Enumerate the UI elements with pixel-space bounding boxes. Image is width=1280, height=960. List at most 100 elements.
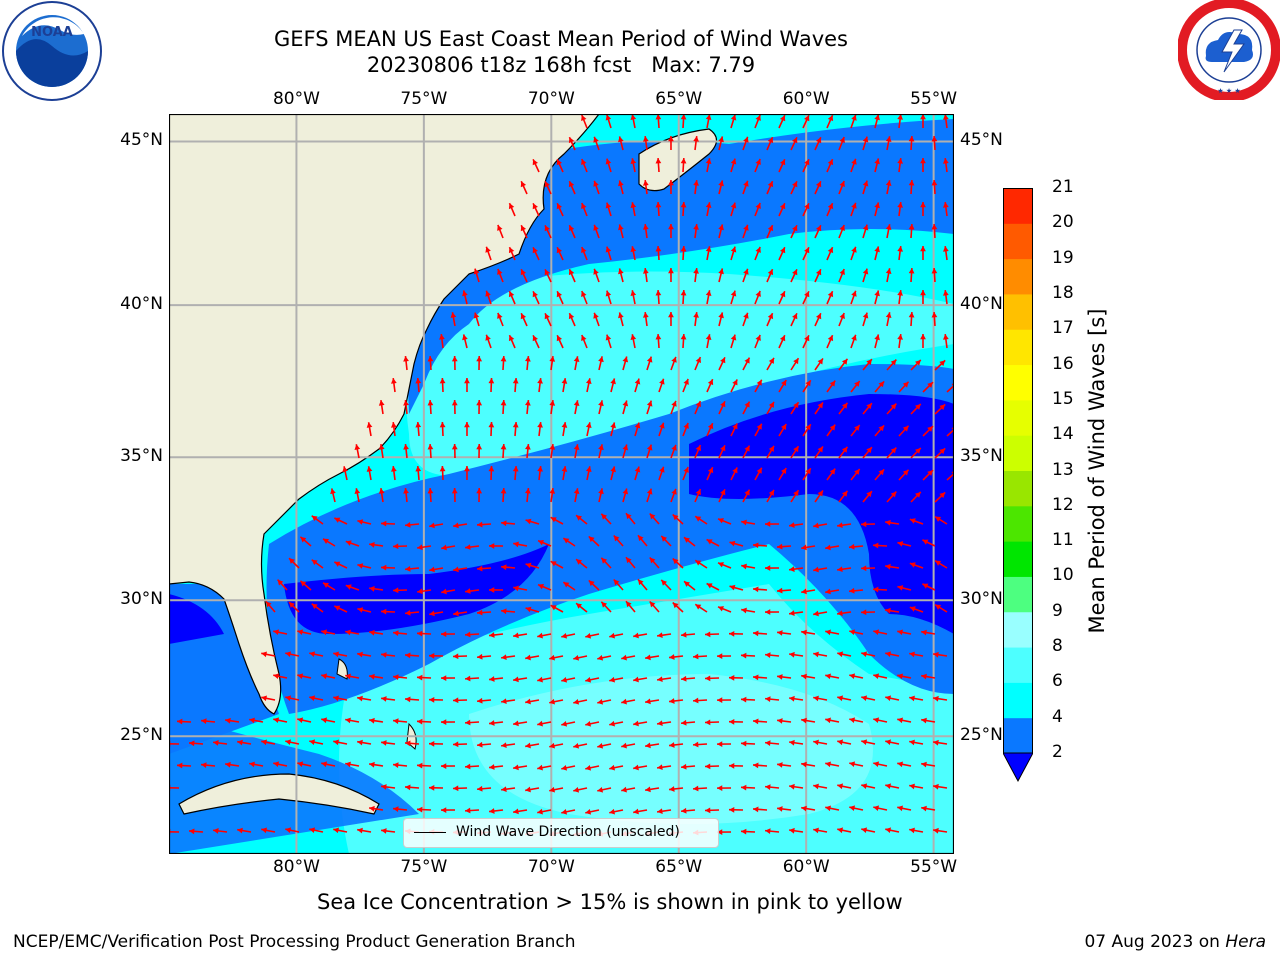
- wave-direction-arrowhead: [861, 827, 868, 833]
- wave-direction-arrowhead: [732, 423, 738, 430]
- wave-direction-arrowhead: [550, 605, 557, 611]
- wave-direction-arrowhead: [465, 719, 471, 726]
- wave-direction-arrowhead: [805, 468, 811, 475]
- wave-direction-arrowhead: [744, 357, 750, 364]
- wave-direction-arrowhead: [225, 717, 231, 724]
- wave-direction-arrowhead: [588, 536, 595, 543]
- wave-direction-arrowhead: [593, 136, 599, 143]
- wave-direction-arrowhead: [789, 610, 795, 616]
- wave-direction-arrowhead: [393, 718, 399, 724]
- wave-direction-arrowhead: [921, 673, 927, 680]
- wave-direction-arrowhead: [261, 739, 267, 746]
- wave-direction-arrowhead: [908, 180, 915, 186]
- wave-direction-arrowhead: [813, 783, 819, 790]
- wave-direction-arrowhead: [789, 783, 795, 790]
- wave-direction-arrowhead: [561, 808, 568, 815]
- colorbar-tick-label: 15: [1052, 388, 1074, 409]
- wave-direction-arrowhead: [550, 517, 557, 523]
- wave-direction-arrowhead: [693, 180, 699, 186]
- wave-direction-arrowhead: [261, 827, 267, 834]
- wave-direction-arrowhead: [755, 202, 761, 209]
- wave-direction-arrowhead: [730, 158, 737, 165]
- wave-direction-arrowhead: [801, 673, 807, 680]
- wave-direction-arrowhead: [717, 829, 723, 835]
- colorbar-segment: [1003, 329, 1033, 366]
- wave-direction-arrowhead: [597, 654, 604, 661]
- wave-direction-arrowhead: [705, 202, 712, 208]
- wave-direction-arrowhead: [568, 137, 575, 144]
- wave-direction-arrowhead: [585, 676, 592, 683]
- wave-direction-arrowhead: [707, 467, 714, 474]
- wave-direction-arrowhead: [450, 312, 457, 318]
- wave-direction-arrowhead: [672, 558, 679, 565]
- wave-direction-arrowhead: [581, 203, 587, 209]
- wave-direction-arrowhead: [718, 180, 724, 187]
- wave-direction-arrowhead: [921, 717, 927, 724]
- legend-line-sample: [414, 832, 446, 833]
- wave-direction-arrowhead: [837, 739, 844, 746]
- wave-direction-arrowhead: [462, 290, 468, 297]
- wave-direction-arrowhead: [765, 828, 771, 834]
- wave-direction-arrowhead: [501, 742, 507, 749]
- wave-direction-arrowhead: [573, 400, 580, 406]
- lon-tick-top: 70°W: [527, 89, 575, 109]
- wave-direction-arrowhead: [622, 400, 629, 407]
- wave-direction-arrowhead: [655, 114, 662, 120]
- wave-direction-arrowhead: [943, 246, 949, 252]
- wave-direction-arrowhead: [633, 764, 639, 771]
- wave-direction-arrowhead: [297, 761, 304, 767]
- wave-direction-arrowhead: [622, 488, 629, 495]
- lat-tick-right: 45°N: [960, 130, 1003, 151]
- wave-direction-arrowhead: [792, 225, 798, 232]
- wave-direction-arrowhead: [851, 334, 857, 341]
- plot-title: GEFS MEAN US East Coast Mean Period of W…: [245, 26, 877, 78]
- wave-direction-arrowhead: [520, 181, 527, 188]
- noaa-logo: NOAA: [2, 1, 102, 101]
- wave-direction-arrowhead: [839, 180, 845, 187]
- sea-ice-note: Sea Ice Concentration > 15% is shown in …: [317, 890, 903, 914]
- wave-direction-arrowhead: [544, 181, 550, 188]
- wave-direction-arrowhead: [729, 806, 735, 813]
- wave-direction-arrowhead: [345, 584, 352, 590]
- wave-direction-arrowhead: [601, 513, 608, 520]
- wave-direction-arrowhead: [655, 246, 662, 252]
- wave-direction-arrowhead: [659, 466, 665, 473]
- wave-direction-arrowhead: [477, 565, 483, 572]
- wave-direction-arrowhead: [767, 313, 774, 320]
- wave-direction-arrowhead: [813, 566, 819, 573]
- colorbar-tick-label: 2: [1052, 742, 1063, 762]
- wave-direction-arrowhead: [939, 404, 946, 411]
- wave-direction-arrowhead: [729, 674, 735, 681]
- colorbar-segment: [1003, 470, 1033, 507]
- wave-direction-arrowhead: [417, 718, 423, 725]
- wave-direction-arrowhead: [568, 269, 575, 276]
- wave-direction-arrowhead: [921, 805, 927, 812]
- wave-direction-arrowhead: [464, 466, 470, 472]
- wave-direction-arrowhead: [793, 446, 799, 453]
- wave-direction-arrowhead: [568, 225, 575, 232]
- wave-direction-arrowhead: [497, 312, 503, 319]
- wave-direction-arrowhead: [249, 717, 255, 724]
- wave-direction-arrowhead: [520, 313, 527, 320]
- wave-direction-arrowhead: [705, 763, 711, 770]
- wave-direction-arrowhead: [476, 488, 483, 494]
- colorbar-segment: [1003, 399, 1033, 436]
- wave-direction-arrowhead: [683, 378, 689, 385]
- wave-direction-arrowhead: [508, 247, 515, 254]
- wave-direction-arrowhead: [633, 720, 639, 727]
- wave-direction-arrowhead: [741, 696, 747, 703]
- wave-direction-arrowhead: [890, 447, 897, 454]
- wave-direction-arrowhead: [827, 335, 834, 342]
- bahamas-land: [336, 658, 417, 750]
- lat-tick-right: 30°N: [960, 589, 1003, 610]
- wave-direction-arrowhead: [501, 608, 507, 615]
- wave-direction-arrowhead: [649, 601, 656, 608]
- wave-direction-arrowhead: [508, 291, 515, 298]
- wave-direction-arrowhead: [525, 606, 532, 613]
- wave-direction-arrowhead: [610, 422, 616, 429]
- wave-direction-arrowhead: [189, 828, 195, 835]
- wave-direction-arrowhead: [597, 698, 604, 705]
- wave-direction-arrowhead: [621, 698, 627, 705]
- wave-direction-arrowhead: [403, 356, 409, 362]
- wave-direction-arrowhead: [804, 115, 810, 122]
